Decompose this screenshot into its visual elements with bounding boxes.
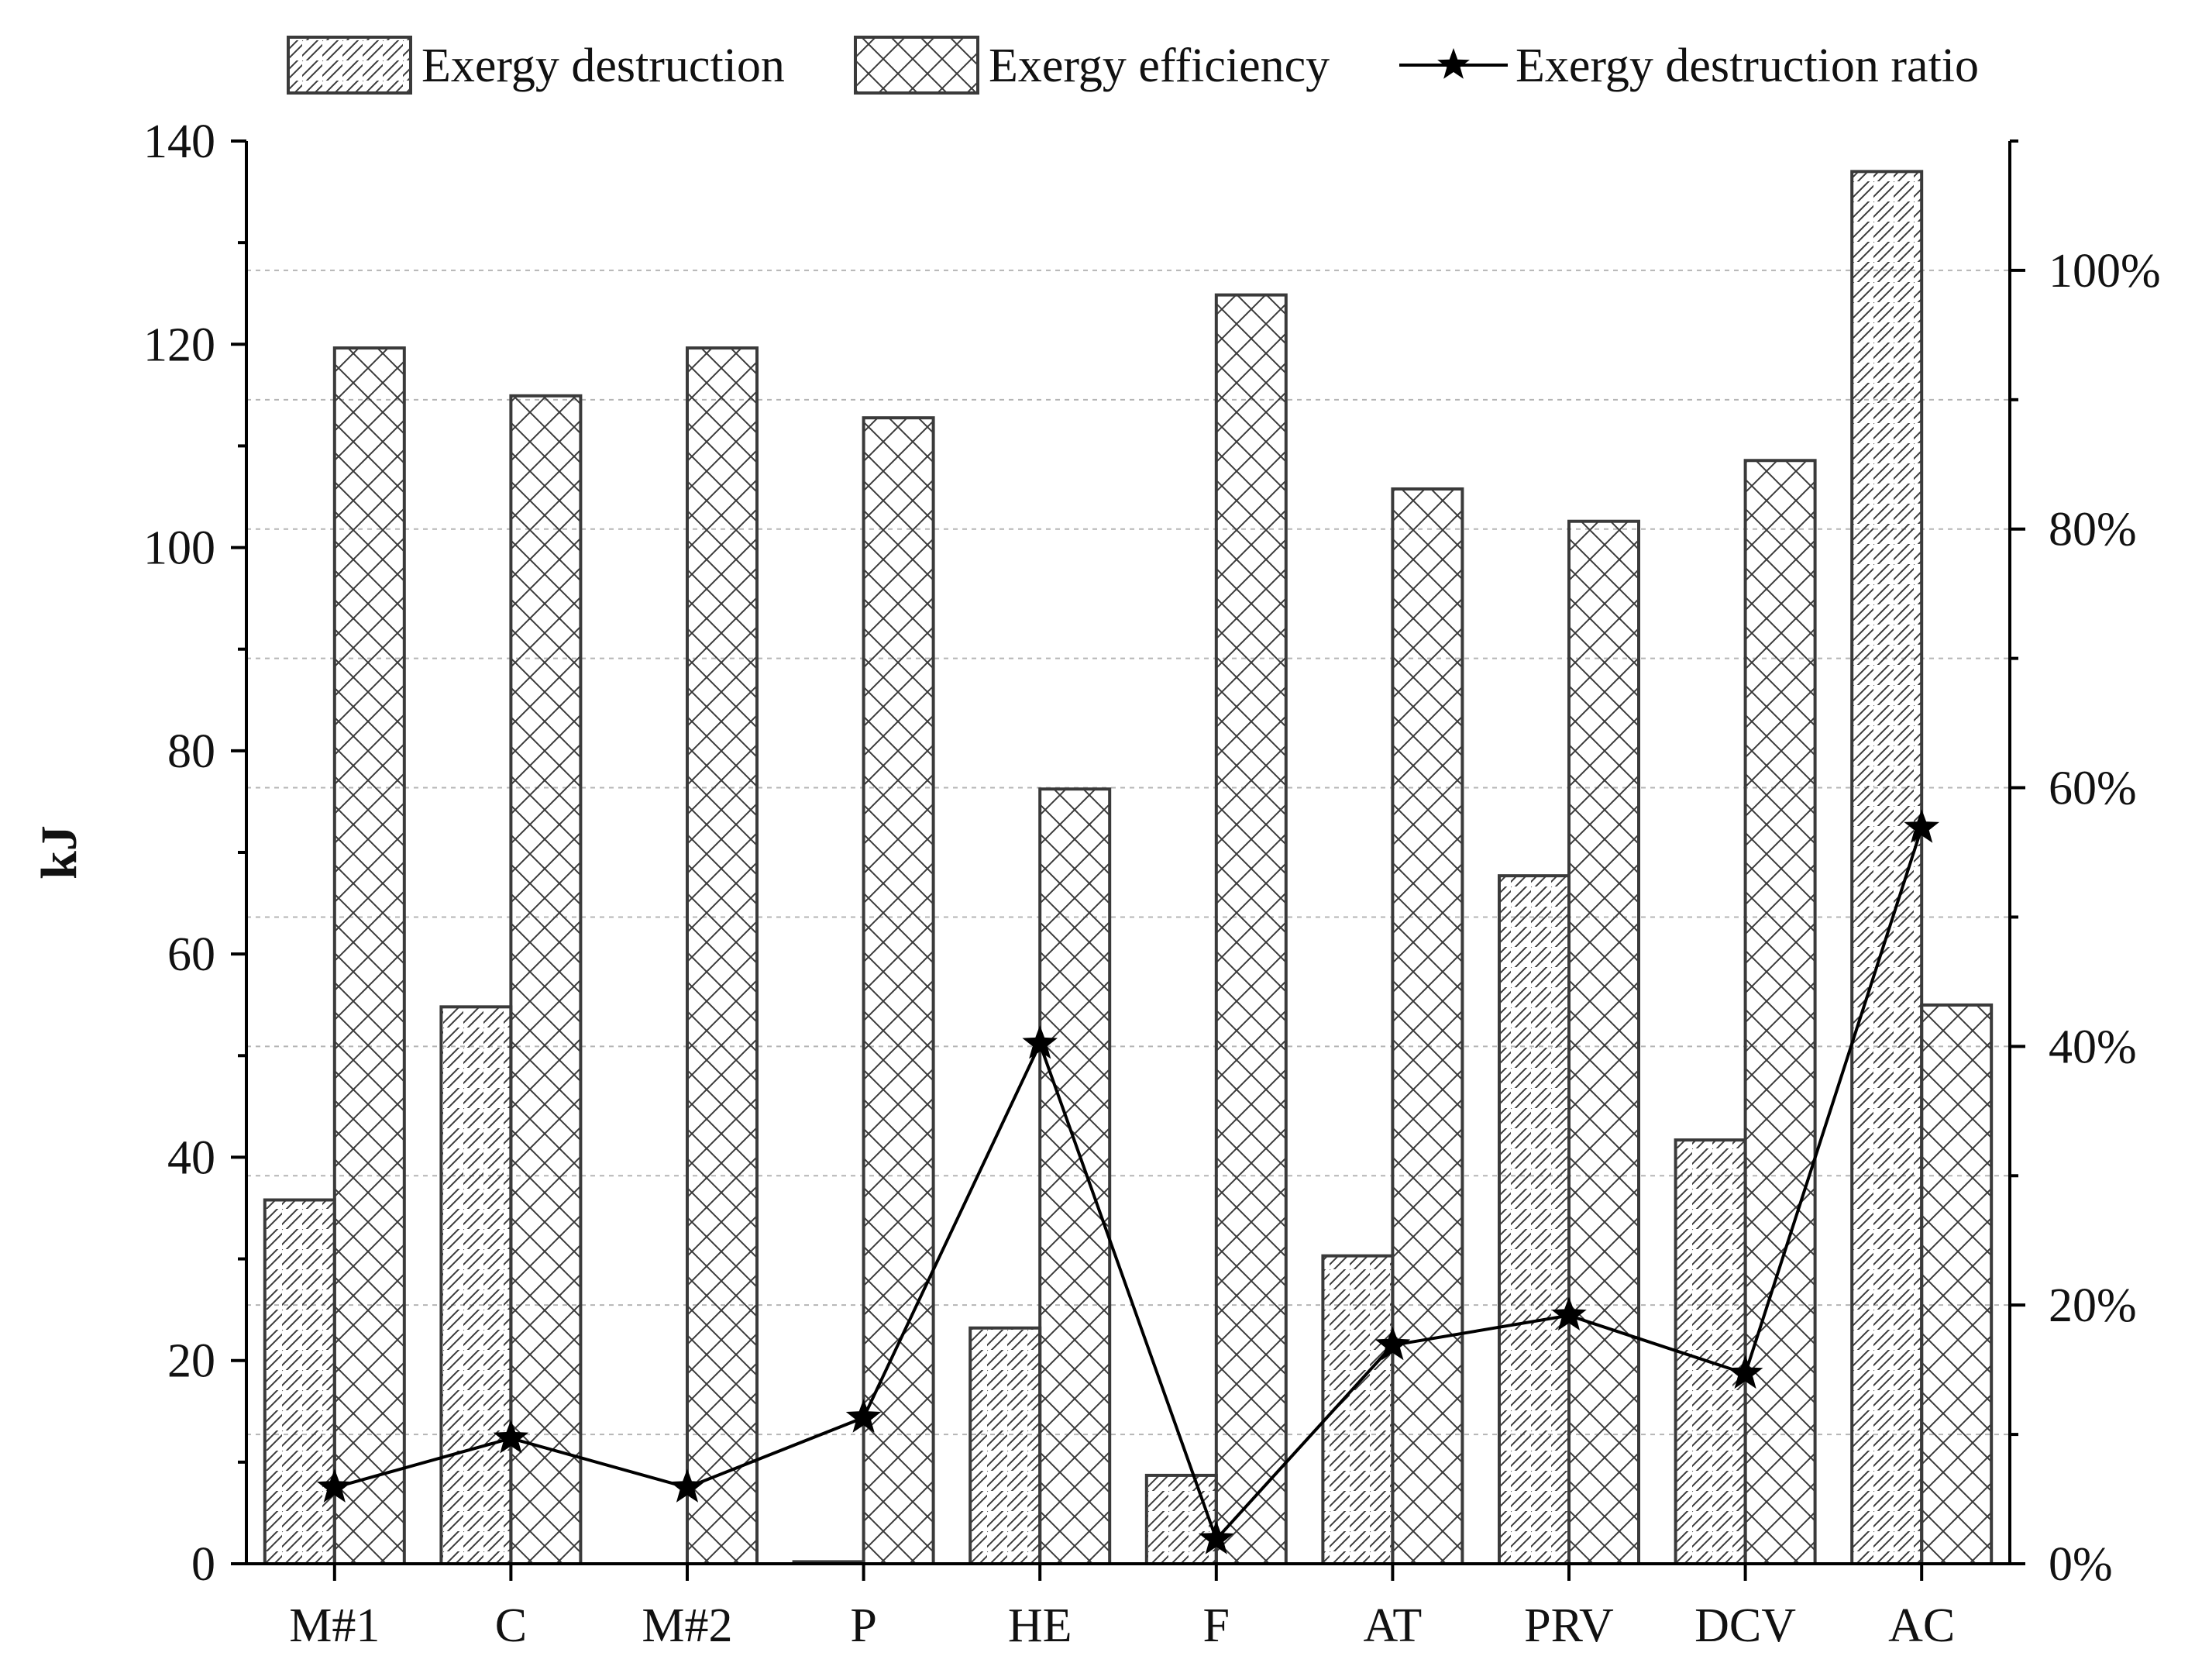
bar-exergy-efficiency: [332, 346, 406, 1565]
bar-exergy-destruction: [1498, 874, 1571, 1565]
bar-exergy-destruction: [968, 1326, 1042, 1565]
left-tick-label: 80: [167, 725, 215, 778]
bar-exergy-efficiency: [1567, 519, 1640, 1565]
ratio-star-marker: [1199, 1520, 1234, 1554]
left-tick-label: 60: [167, 928, 215, 981]
bar-exergy-efficiency: [1920, 1003, 1994, 1566]
legend-diag-swatch: [287, 36, 412, 95]
x-tick-label: HE: [1008, 1599, 1072, 1652]
right-tick-label: 60%: [2049, 763, 2137, 815]
x-tick-label: M#2: [642, 1599, 732, 1652]
legend-label: Exergy destruction ratio: [1516, 40, 1979, 92]
ratio-star-marker: [1374, 1326, 1411, 1361]
right-tick-label: 80%: [2049, 504, 2137, 556]
ratio-star-marker: [317, 1468, 353, 1503]
right-tick-label: 40%: [2049, 1021, 2137, 1073]
x-tick-label: AC: [1888, 1599, 1955, 1652]
x-tick-label: F: [1203, 1599, 1230, 1652]
ratio-star-marker: [669, 1468, 705, 1503]
y-axis-title: kJ: [31, 825, 88, 880]
bar-exergy-efficiency: [686, 346, 759, 1565]
x-tick-label: DCV: [1694, 1599, 1796, 1652]
x-tick-label: P: [850, 1599, 876, 1652]
left-tick-label: 100: [143, 522, 215, 575]
x-tick-label: C: [495, 1599, 527, 1652]
bar-exergy-efficiency: [1214, 293, 1288, 1565]
x-tick-label: M#1: [289, 1599, 380, 1652]
legend-star-swatch: [1437, 48, 1470, 79]
x-tick-label: PRV: [1524, 1599, 1614, 1652]
legend-label: Exergy destruction: [421, 40, 785, 92]
bar-exergy-efficiency: [1391, 487, 1464, 1565]
bar-exergy-efficiency: [509, 394, 583, 1565]
right-tick-label: 100%: [2049, 245, 2161, 298]
ratio-star-marker: [1551, 1296, 1587, 1331]
ratio-star-marker: [1022, 1025, 1058, 1059]
bar-exergy-efficiency: [1743, 459, 1817, 1565]
bar-exergy-destruction: [439, 1005, 513, 1565]
axis-labels: 0 20 40 60 80 100 120 140 0% 20% 40% 60% 80% 100% M#1 C…: [31, 115, 2161, 1652]
legend-cross-swatch: [854, 36, 979, 95]
axes: [231, 139, 2025, 1581]
bar-exergy-destruction: [1850, 170, 1924, 1565]
bar-exergy-destruction: [1144, 1473, 1218, 1566]
bars: [263, 170, 1994, 1566]
bar-exergy-destruction: [263, 1198, 336, 1565]
bar-exergy-destruction: [1674, 1138, 1747, 1565]
left-tick-label: 120: [143, 318, 215, 371]
ratio-star-marker: [845, 1399, 882, 1433]
left-tick-label: 20: [167, 1335, 215, 1388]
ratio-star-marker: [1727, 1355, 1763, 1389]
ratio-star-marker: [1904, 809, 1939, 843]
ratio-line: [334, 827, 1924, 1543]
left-tick-label: 40: [167, 1131, 215, 1184]
right-tick-label: 20%: [2049, 1279, 2137, 1332]
left-tick-label: 0: [191, 1538, 215, 1591]
left-tick-label: 140: [143, 115, 215, 168]
right-tick-label: 0%: [2049, 1538, 2113, 1591]
ratio-star-marker: [493, 1420, 529, 1454]
legend: Exergy destruction Exergy efficiency Exerg…: [287, 36, 1979, 95]
legend-label: Exergy efficiency: [989, 40, 1330, 92]
bar-exergy-efficiency: [1038, 787, 1112, 1565]
x-tick-label: AT: [1364, 1599, 1423, 1652]
ratio-line-layer: [317, 809, 1939, 1554]
